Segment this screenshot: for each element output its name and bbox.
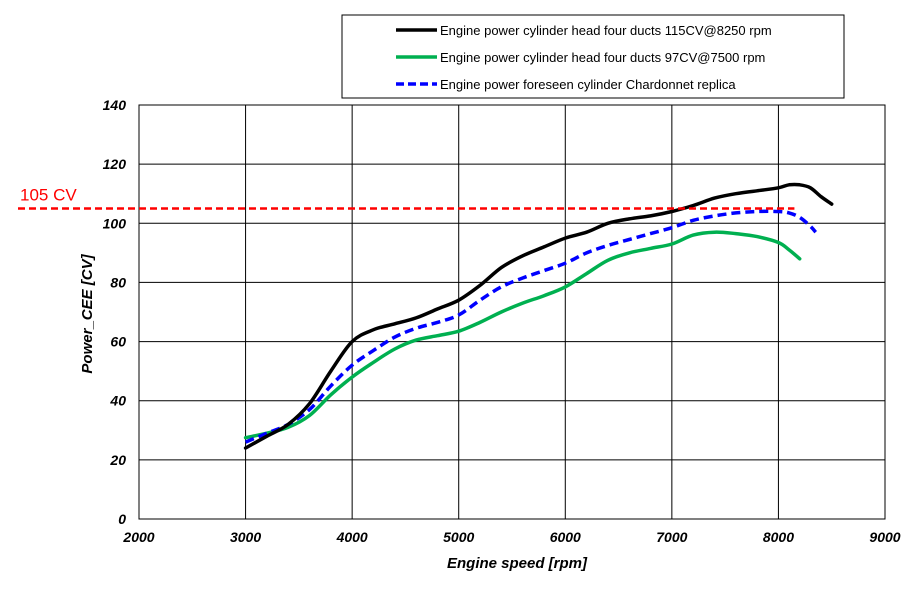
y-tick-label: 80 (110, 274, 126, 290)
reference-line: 105 CV (18, 186, 795, 210)
x-tick-label: 7000 (656, 529, 687, 545)
y-tick-label: 20 (109, 452, 126, 468)
x-tick-label: 8000 (763, 529, 794, 545)
y-tick-label: 140 (103, 97, 127, 113)
y-tick-label: 0 (118, 511, 126, 527)
plot-area (138, 104, 886, 520)
x-axis-label: Engine speed [rpm] (447, 555, 588, 572)
legend-entry-97cv: Engine power cylinder head four ducts 97… (440, 50, 765, 65)
y-tick-label: 120 (103, 156, 127, 172)
reference-line-label: 105 CV (20, 186, 77, 205)
x-tick-label: 5000 (443, 529, 474, 545)
y-tick-label: 60 (110, 334, 126, 350)
y-tick-label: 100 (103, 215, 127, 231)
x-tick-label: 2000 (122, 529, 154, 545)
series-97cv-line (243, 230, 802, 440)
legend: Engine power cylinder head four ducts 11… (341, 14, 845, 99)
grid (138, 104, 886, 520)
series-chardonnet-line (244, 209, 818, 444)
x-tick-label: 6000 (550, 529, 581, 545)
y-tick-label: 40 (109, 393, 126, 409)
x-axis-ticks: 2000 3000 4000 5000 6000 7000 8000 9000 (122, 529, 900, 545)
y-axis-ticks: 0 20 40 60 80 100 120 140 (103, 97, 127, 527)
y-axis-label: Power_CEE [CV] (79, 253, 96, 373)
x-tick-label: 3000 (230, 529, 261, 545)
series-115cv-line (243, 182, 834, 450)
legend-entry-115cv: Engine power cylinder head four ducts 11… (440, 23, 772, 38)
legend-entry-chardonnet: Engine power foreseen cylinder Chardonne… (440, 77, 736, 92)
series-lines (243, 182, 834, 450)
x-tick-label: 9000 (869, 529, 900, 545)
x-tick-label: 4000 (336, 529, 368, 545)
